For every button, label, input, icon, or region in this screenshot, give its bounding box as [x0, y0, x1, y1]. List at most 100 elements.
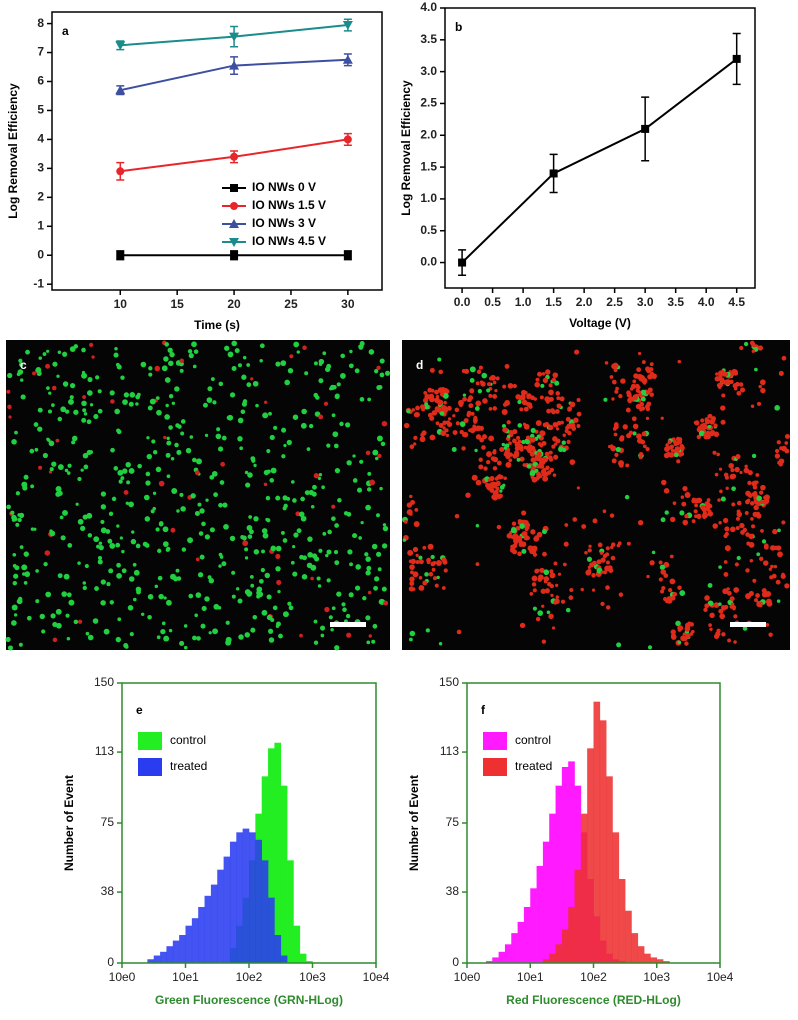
cell [312, 484, 317, 490]
cell [677, 452, 683, 457]
cell [403, 422, 410, 429]
cell [81, 417, 87, 423]
histogram-bar [555, 944, 563, 963]
cell [242, 355, 247, 360]
cell [712, 450, 717, 455]
cell [555, 595, 560, 599]
cell [664, 510, 669, 515]
cell [492, 380, 497, 385]
cell [145, 471, 151, 477]
cell [607, 444, 612, 449]
cell [781, 520, 786, 525]
cell [748, 533, 754, 540]
cell [318, 473, 323, 477]
cell [724, 545, 731, 552]
cell [462, 396, 467, 402]
cell [197, 572, 204, 578]
cell [613, 424, 619, 430]
cell [57, 350, 62, 355]
cell [68, 398, 74, 405]
cell [340, 373, 346, 379]
cell [733, 386, 738, 391]
y-tick-label: 0.0 [420, 255, 437, 269]
cell [445, 433, 450, 438]
cell [496, 524, 502, 530]
cell [429, 434, 436, 441]
panel-label: f [481, 703, 486, 717]
cell [682, 486, 688, 492]
cell [536, 434, 541, 439]
cell [213, 492, 219, 498]
cell [33, 527, 37, 531]
cell [626, 433, 632, 439]
cell [281, 454, 286, 459]
cell [543, 569, 550, 576]
cell [358, 345, 364, 350]
cell [723, 533, 728, 539]
cell [717, 385, 722, 389]
cell [552, 436, 558, 442]
scale-bar [330, 622, 366, 627]
cell [423, 390, 428, 395]
cell [288, 605, 294, 611]
cell [223, 523, 229, 530]
cell [501, 442, 506, 447]
cell [97, 556, 103, 561]
cell [456, 629, 462, 635]
cell [81, 347, 86, 353]
cell [250, 456, 256, 462]
cell [195, 592, 202, 598]
cell [179, 492, 184, 497]
cell [751, 453, 757, 459]
cell [376, 385, 382, 391]
cell [759, 379, 766, 386]
cell [758, 384, 762, 389]
cell [33, 422, 39, 427]
cell [81, 370, 86, 375]
cell [559, 396, 565, 402]
cell [366, 565, 372, 571]
cell [640, 396, 646, 402]
cell [523, 445, 527, 450]
cell [519, 407, 524, 412]
cell [731, 502, 736, 507]
cell [331, 413, 336, 418]
cell [275, 553, 281, 559]
cell [437, 387, 444, 394]
cell [427, 543, 434, 550]
cell [45, 363, 51, 369]
cell [177, 424, 182, 429]
cell [530, 529, 536, 535]
cell [278, 633, 283, 639]
cell [237, 598, 243, 604]
cell [622, 424, 628, 430]
marker [458, 258, 467, 267]
cell [89, 403, 94, 407]
cell [425, 628, 431, 633]
cell [709, 431, 715, 437]
cell [207, 575, 212, 580]
cell [44, 550, 51, 556]
cell [73, 409, 79, 415]
cell [784, 441, 789, 445]
x-tick-label: 15 [170, 297, 184, 311]
cell [730, 526, 736, 533]
cell [537, 371, 543, 377]
cell [719, 613, 726, 620]
cell [406, 502, 413, 508]
cell [642, 444, 647, 449]
cell [478, 457, 483, 462]
cell [675, 436, 681, 442]
cell [441, 405, 448, 411]
cell [123, 490, 129, 495]
cell [60, 535, 66, 541]
cell [198, 531, 204, 536]
marker [641, 124, 650, 133]
cell [549, 467, 555, 473]
histogram-bar [166, 946, 174, 963]
cell [631, 416, 637, 422]
cell [736, 500, 742, 506]
cell [492, 394, 498, 399]
cell [733, 614, 738, 619]
cell [333, 549, 339, 555]
